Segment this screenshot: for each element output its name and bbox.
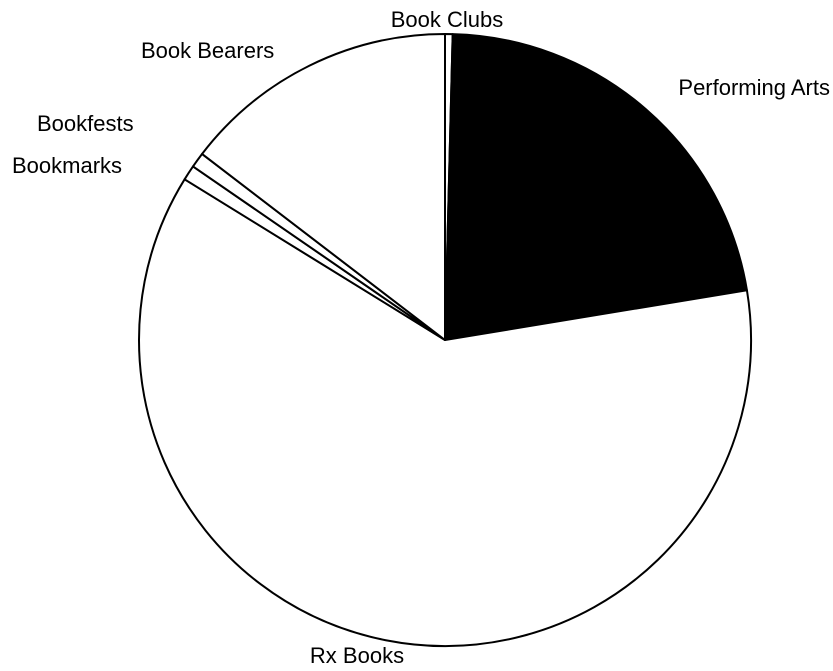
pie-slices — [138, 33, 752, 647]
pie-slice-rx-books — [138, 178, 752, 647]
slice-label-book-clubs: Book Clubs — [391, 7, 504, 32]
slice-label-bookmarks: Bookmarks — [12, 153, 122, 178]
slice-label-bookfests: Bookfests — [37, 111, 134, 136]
slice-label-rx-books: Rx Books — [310, 643, 404, 668]
slice-label-book-bearers: Book Bearers — [141, 38, 274, 63]
pie-slice-performing-arts — [444, 33, 748, 341]
pie-labels: Book Clubs Performing Arts Rx Books Book… — [12, 7, 830, 668]
slice-label-performing-arts: Performing Arts — [678, 75, 830, 100]
pie-slice-book-bearers — [201, 33, 446, 341]
